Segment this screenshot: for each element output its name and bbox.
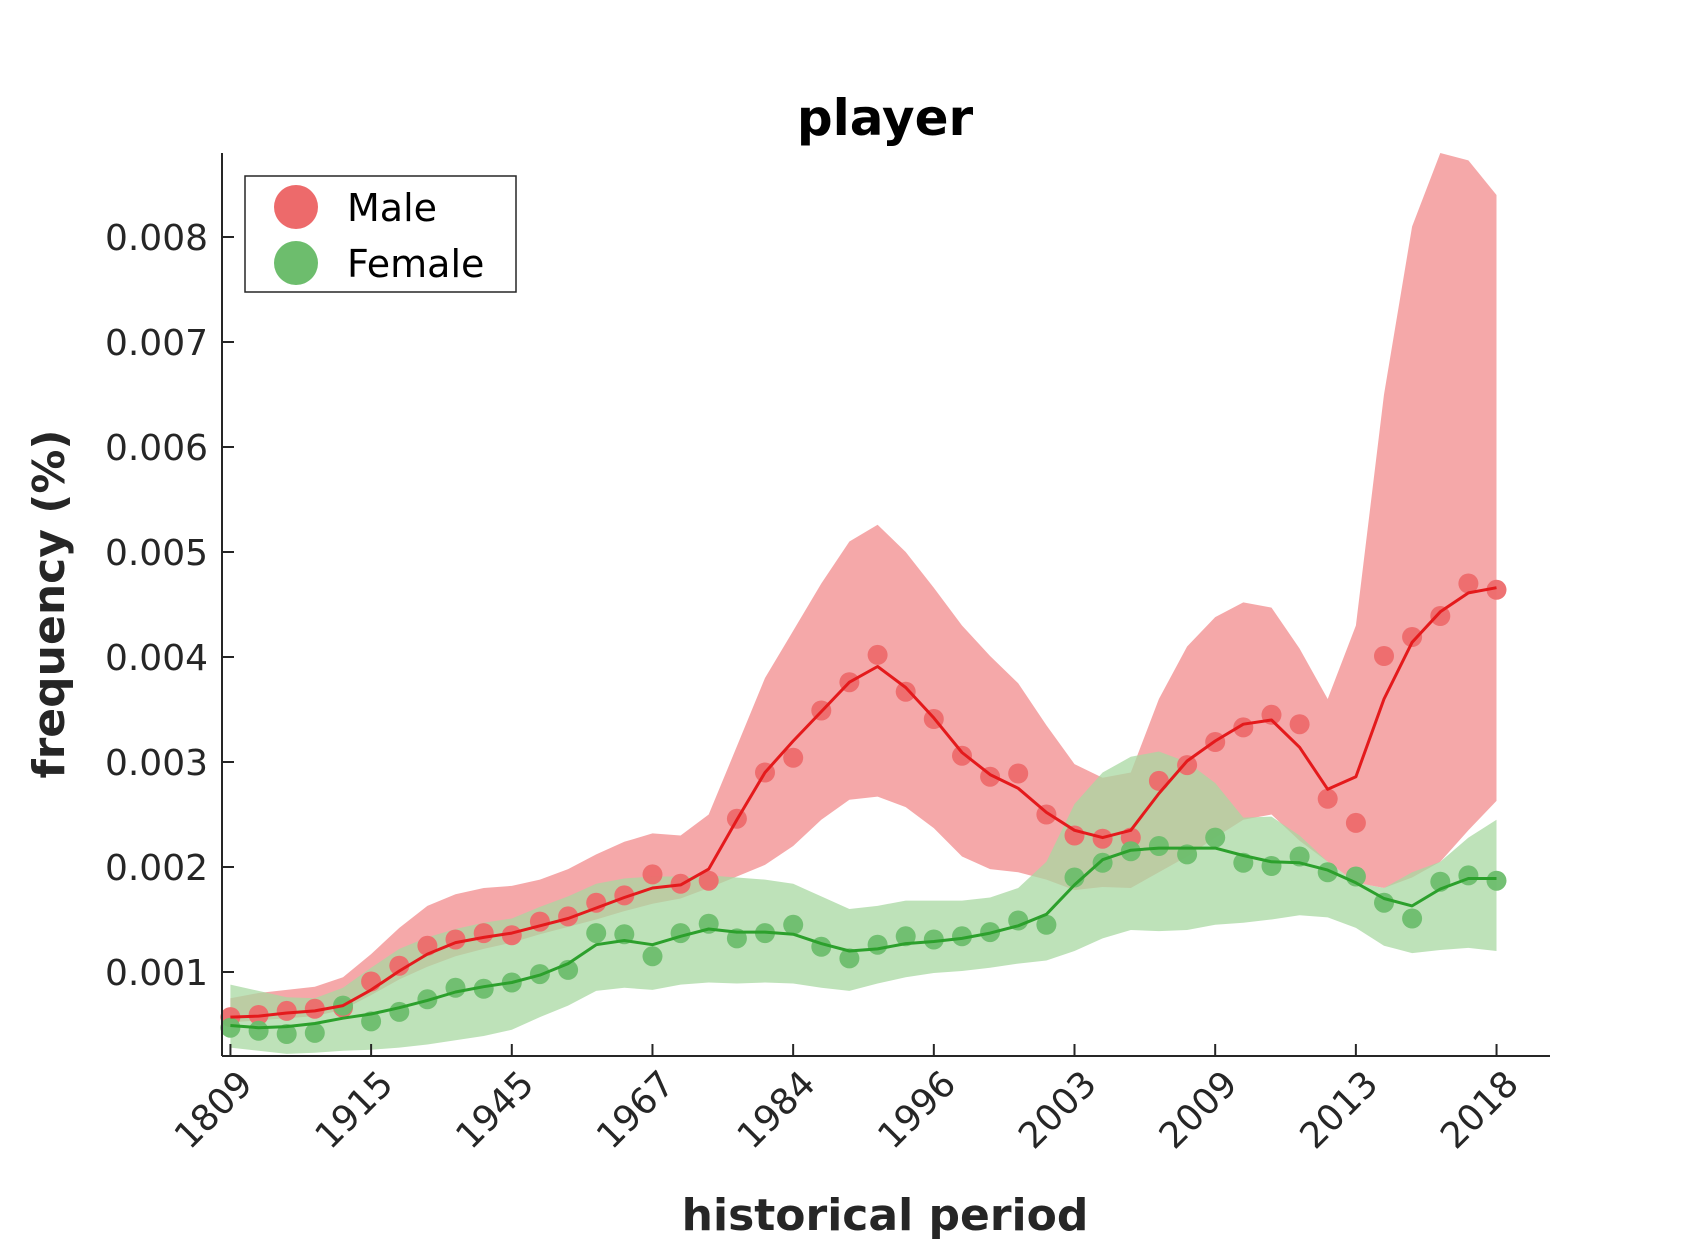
point-male-17 (698, 870, 719, 891)
y-tick-label: 0.007 (105, 323, 208, 364)
point-female-3 (304, 1022, 325, 1043)
point-female-1 (248, 1020, 269, 1041)
y-tick-label: 0.001 (105, 953, 208, 994)
point-male-30 (1064, 825, 1085, 846)
point-female-15 (642, 946, 663, 967)
point-male-28 (1008, 763, 1029, 784)
point-female-30 (1064, 867, 1085, 888)
point-male-43 (1430, 606, 1451, 626)
y-tick-label: 0.003 (105, 743, 208, 784)
point-female-9 (473, 978, 494, 999)
point-female-2 (276, 1024, 297, 1044)
point-female-41 (1374, 892, 1394, 913)
chart-title: player (797, 89, 974, 147)
point-female-22 (839, 948, 860, 969)
point-male-41 (1374, 646, 1394, 666)
point-male-42 (1402, 627, 1423, 647)
point-male-12 (558, 906, 579, 927)
point-female-42 (1402, 908, 1423, 929)
point-female-45 (1486, 870, 1507, 891)
point-male-6 (389, 955, 410, 976)
y-tick-label: 0.006 (105, 428, 208, 469)
point-male-15 (642, 864, 663, 885)
point-male-26 (952, 745, 972, 766)
y-tick-label: 0.008 (105, 218, 208, 259)
point-female-5 (361, 1011, 382, 1032)
y-ticks: 0.001 0.002 0.003 0.004 0.005 0.006 0.007 0.008 (105, 218, 234, 994)
y-axis-title: frequency (%) (24, 429, 75, 778)
point-male-2 (276, 1000, 297, 1021)
legend-marker-male (274, 185, 318, 229)
point-female-28 (1008, 910, 1029, 931)
point-male-34 (1177, 755, 1198, 776)
point-male-44 (1458, 573, 1479, 594)
point-male-39 (1317, 788, 1338, 809)
point-male-40 (1345, 812, 1366, 833)
point-female-25 (923, 929, 944, 950)
point-female-35 (1205, 827, 1226, 848)
point-male-3 (304, 998, 325, 1019)
point-female-14 (614, 924, 635, 945)
line-male (230, 586, 1497, 1019)
point-male-23 (867, 644, 888, 665)
point-male-24 (895, 681, 916, 702)
point-female-20 (783, 914, 804, 935)
point-male-33 (1148, 770, 1169, 791)
legend-label-male: Male (347, 186, 437, 230)
point-female-13 (586, 923, 607, 944)
line-female (230, 846, 1497, 1030)
point-female-33 (1148, 836, 1169, 856)
legend: Male Female (244, 175, 517, 293)
x-axis-title: historical period (682, 1190, 1089, 1241)
point-female-0 (220, 1017, 241, 1038)
legend-marker-female (274, 241, 318, 285)
point-male-38 (1289, 714, 1310, 735)
point-female-26 (952, 926, 972, 947)
point-male-45 (1486, 579, 1507, 600)
y-tick-label: 0.002 (105, 848, 208, 889)
point-female-24 (895, 926, 916, 947)
plot-area (220, 153, 1507, 1054)
point-male-20 (783, 747, 804, 768)
point-female-23 (867, 934, 888, 955)
y-tick-label: 0.004 (105, 638, 208, 679)
legend-label-female: Female (347, 242, 484, 286)
point-female-29 (1036, 914, 1057, 935)
y-tick-label: 0.005 (105, 533, 208, 574)
